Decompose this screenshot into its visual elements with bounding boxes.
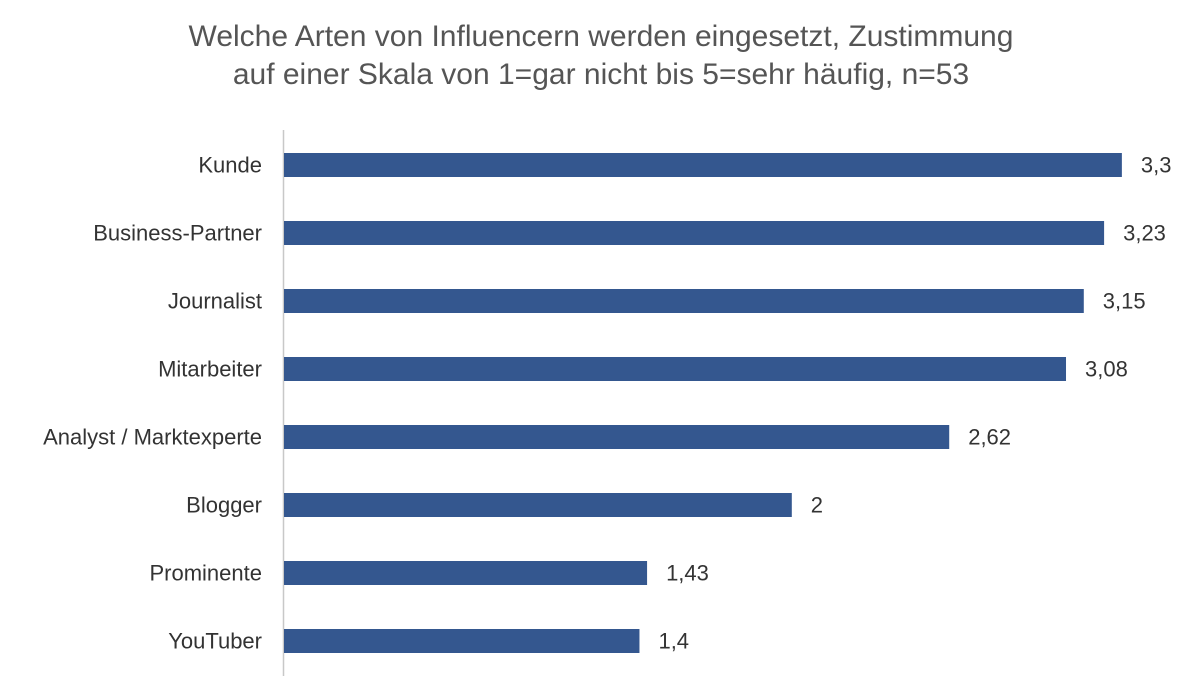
data-label: 2,62 <box>968 425 1011 450</box>
category-label: Analyst / Marktexperte <box>43 425 262 450</box>
chart-title-line-2: auf einer Skala von 1=gar nicht bis 5=se… <box>232 58 970 91</box>
category-label: YouTuber <box>168 629 262 654</box>
bar <box>284 493 792 517</box>
plot-area: Kunde 3,3 Business-Partner 3,23 Journalist 3,… <box>43 153 1171 654</box>
bar <box>284 153 1122 177</box>
data-label: 3,23 <box>1123 221 1166 246</box>
data-label: 2 <box>811 493 823 518</box>
data-label: 1,4 <box>658 629 689 654</box>
data-label: 1,43 <box>666 561 709 586</box>
data-label: 3,08 <box>1085 357 1128 382</box>
chart-title-line-1: Welche Arten von Influencern werden eing… <box>188 20 1014 53</box>
category-label: Kunde <box>198 153 262 178</box>
category-label: Blogger <box>186 493 262 518</box>
bar <box>284 289 1084 313</box>
bar <box>284 221 1105 245</box>
category-label: Business-Partner <box>93 221 262 246</box>
chart-title: Welche Arten von Influencern werden eing… <box>0 18 1202 94</box>
category-label: Mitarbeiter <box>158 357 262 382</box>
data-label: 3,15 <box>1103 289 1146 314</box>
bar <box>284 629 640 653</box>
category-label: Journalist <box>168 289 262 314</box>
category-label: Prominente <box>149 561 262 586</box>
bar <box>284 425 950 449</box>
data-label: 3,3 <box>1141 153 1172 178</box>
bar <box>284 357 1067 381</box>
bar <box>284 561 648 585</box>
